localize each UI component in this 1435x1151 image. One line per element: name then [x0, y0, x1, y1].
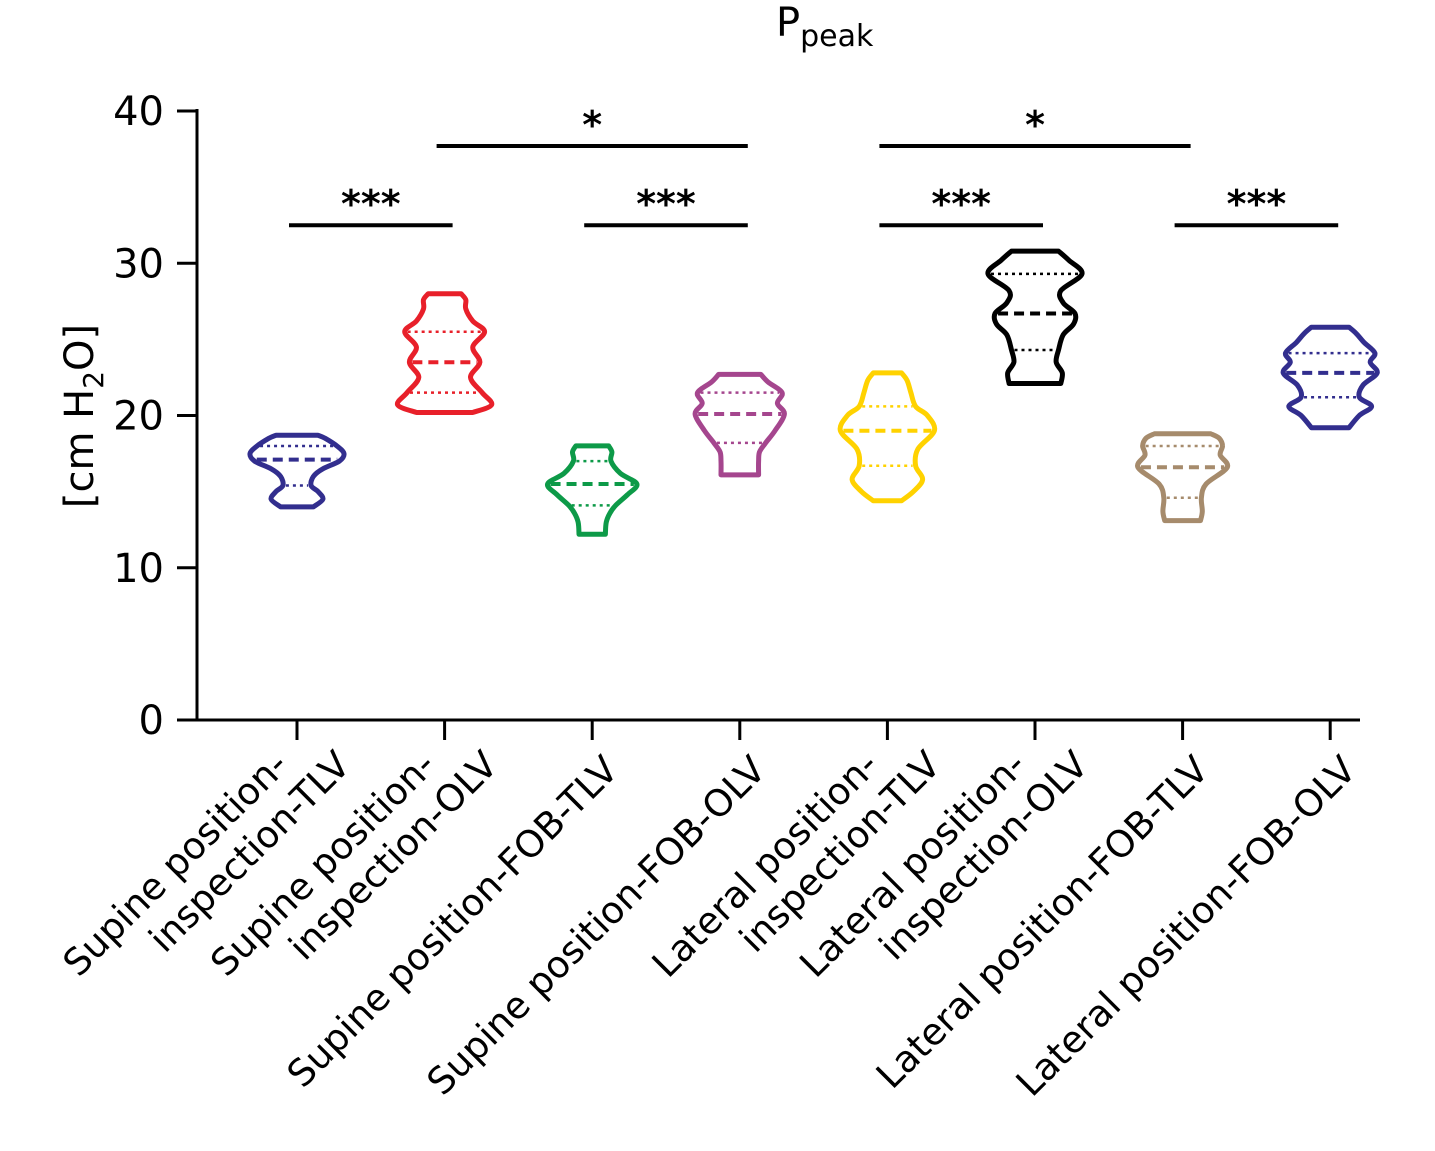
y-tick-label: 20	[113, 394, 164, 440]
significance-brackets: *********** ***	[289, 103, 1339, 228]
violin-6	[985, 248, 1085, 386]
significance-label: ***	[1227, 182, 1287, 226]
violin-outline	[692, 371, 787, 478]
y-tick-label: 10	[113, 546, 164, 592]
significance-label: *	[1025, 103, 1045, 147]
violin-outline	[247, 432, 347, 510]
y-tick-label: 0	[139, 698, 164, 744]
violin-7	[1135, 431, 1231, 524]
violin-2	[394, 291, 495, 415]
violin-outline	[394, 291, 495, 415]
significance-label: ***	[931, 182, 991, 226]
significance-label: *	[582, 103, 602, 147]
violin-outline	[1280, 324, 1380, 431]
violin-8	[1280, 324, 1380, 431]
violin-outline	[837, 370, 938, 504]
y-tick-label: 40	[113, 89, 164, 135]
y-tick-label: 30	[113, 241, 164, 287]
violins	[247, 248, 1380, 537]
significance-label: ***	[341, 182, 401, 226]
violin-5	[837, 370, 938, 504]
y-axis-label: [cm H2O]	[57, 324, 110, 508]
violin-outline	[985, 248, 1085, 386]
chart-title: Ppeak	[776, 0, 874, 54]
violin-4	[692, 371, 787, 478]
violin-outline	[545, 443, 640, 537]
violin-1	[247, 432, 347, 510]
significance-label: ***	[636, 182, 696, 226]
violin-outline	[1135, 431, 1231, 524]
axes: 0 10 20 30 40	[113, 89, 1360, 744]
violin-3	[545, 443, 640, 537]
